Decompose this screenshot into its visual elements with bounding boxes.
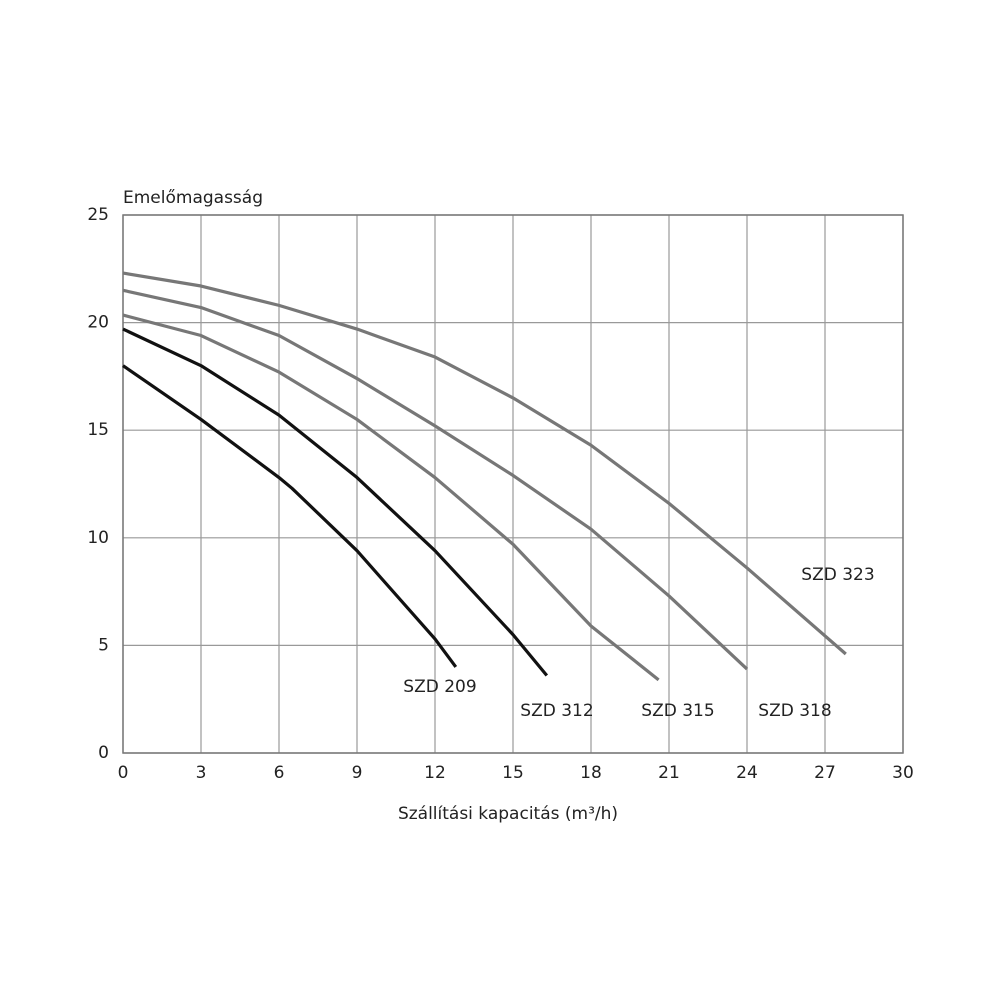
x-tick-label: 15 [502, 763, 524, 783]
y-axis-label: Emelőmagasság [123, 188, 263, 208]
series-line [122, 313, 660, 682]
y-tick-label: 20 [87, 313, 109, 333]
x-tick-label: 27 [814, 763, 836, 783]
series-label: SZD 312 [520, 701, 593, 721]
series-label: SZD 315 [641, 701, 714, 721]
y-tick-label: 15 [87, 420, 109, 440]
series-label: SZD 323 [801, 565, 874, 585]
x-tick-label: 12 [424, 763, 446, 783]
x-tick-label: 18 [580, 763, 602, 783]
y-tick-label: 10 [87, 528, 109, 548]
y-tick-label: 25 [87, 205, 109, 225]
x-tick-label: 21 [658, 763, 680, 783]
x-tick-label: 9 [352, 763, 363, 783]
y-tick-label: 0 [98, 743, 109, 763]
plot-frame [122, 214, 904, 754]
series-label: SZD 209 [403, 677, 476, 697]
x-tick-label: 0 [118, 763, 129, 783]
series-line [122, 364, 458, 668]
y-tick-label: 5 [98, 635, 109, 655]
series-line [122, 271, 847, 656]
x-tick-label: 3 [196, 763, 207, 783]
series-line [122, 327, 549, 677]
x-tick-label: 24 [736, 763, 758, 783]
series-label: SZD 318 [758, 701, 831, 721]
x-tick-label: 30 [892, 763, 914, 783]
series-line [122, 288, 749, 671]
x-tick-label: 6 [274, 763, 285, 783]
x-axis-label: Szállítási kapacitás (m³/h) [398, 804, 618, 824]
